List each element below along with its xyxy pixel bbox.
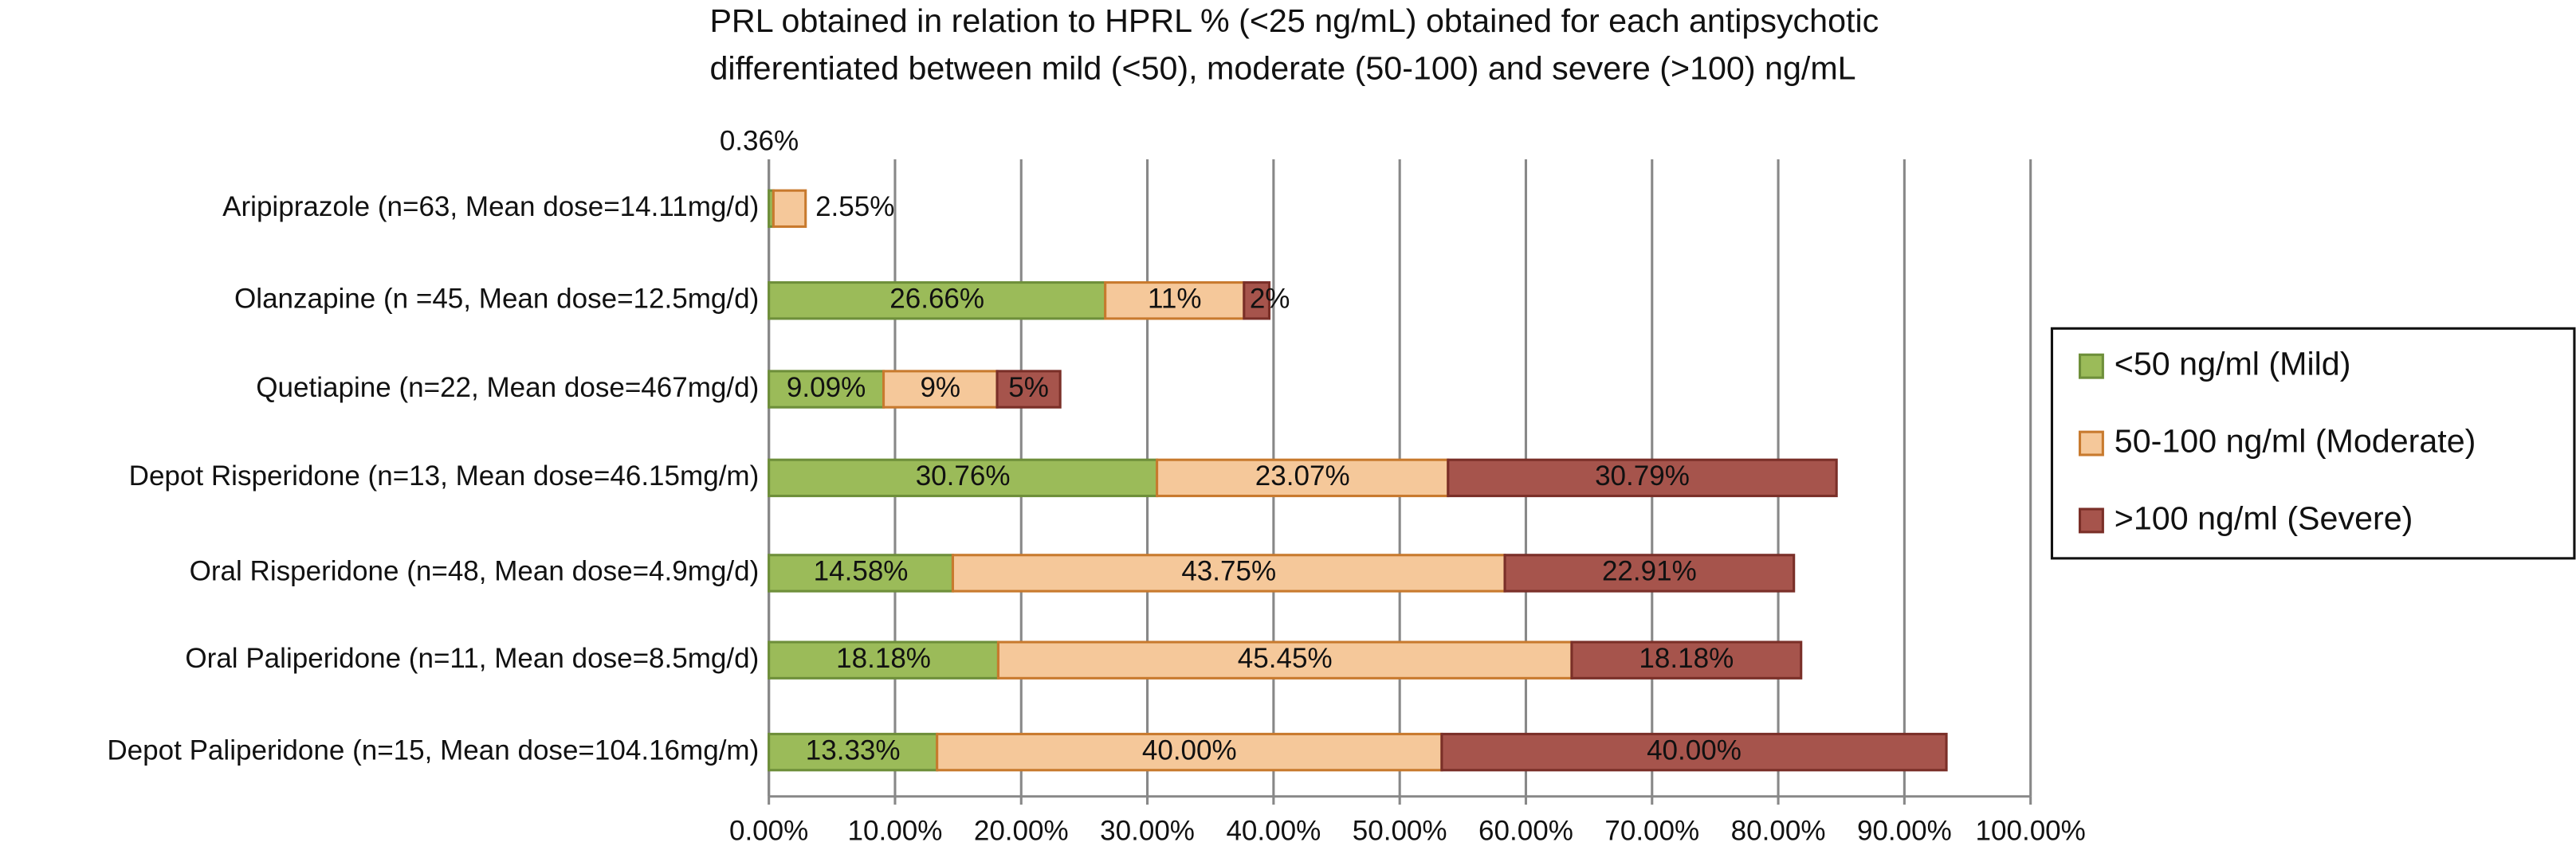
bar-segment bbox=[1243, 281, 1271, 320]
y-tick-label: Depot Paliperidone (n=15, Mean dose=104.… bbox=[107, 734, 759, 766]
bar-segment bbox=[772, 189, 807, 229]
x-tick-label: 100.00% bbox=[1976, 815, 2086, 846]
data-label: 11% bbox=[1148, 284, 1202, 315]
x-tick-label: 70.00% bbox=[1604, 815, 1699, 846]
data-label: 9% bbox=[920, 372, 960, 403]
bar-segment bbox=[995, 370, 1062, 409]
data-label: 18.18% bbox=[1639, 643, 1734, 674]
data-label: 0.36% bbox=[720, 126, 799, 157]
bar-segment bbox=[1440, 732, 1948, 772]
x-tick-label: 50.00% bbox=[1353, 815, 1447, 846]
data-label: 45.45% bbox=[1238, 643, 1333, 674]
x-tick-label: 80.00% bbox=[1731, 815, 1826, 846]
legend-label: 50-100 ng/ml (Moderate) bbox=[2115, 422, 2476, 459]
bar-segment bbox=[1570, 640, 1803, 680]
bar-segment bbox=[768, 458, 1159, 498]
x-tick-label: 60.00% bbox=[1478, 815, 1573, 846]
data-label: 2% bbox=[1250, 284, 1290, 315]
legend-swatch bbox=[2078, 507, 2104, 534]
data-label: 30.76% bbox=[916, 460, 1011, 492]
y-tick-label: Aripiprazole (n=63, Mean dose=14.11mg/d) bbox=[222, 191, 759, 222]
x-tick-label: 40.00% bbox=[1226, 815, 1321, 846]
bar-segment bbox=[768, 732, 939, 772]
data-label: 40.00% bbox=[1647, 734, 1742, 766]
x-tick-label: 90.00% bbox=[1857, 815, 1952, 846]
data-label: 9.09% bbox=[787, 372, 866, 403]
data-label: 30.79% bbox=[1595, 460, 1690, 492]
bar-segment bbox=[768, 370, 886, 409]
data-label: 23.07% bbox=[1255, 460, 1350, 492]
y-tick-label: Oral Paliperidone (n=11, Mean dose=8.5mg… bbox=[185, 643, 759, 674]
data-label: 5% bbox=[1008, 372, 1049, 403]
data-label: 18.18% bbox=[836, 643, 931, 674]
y-tick-label: Depot Risperidone (n=13, Mean dose=46.15… bbox=[129, 460, 760, 492]
data-label: 13.33% bbox=[806, 734, 901, 766]
bar-segment bbox=[1447, 458, 1838, 498]
legend-swatch bbox=[2078, 353, 2104, 379]
x-tick-label: 0.00% bbox=[729, 815, 808, 846]
data-label: 26.66% bbox=[889, 284, 984, 315]
y-tick-label: Quetiapine (n=22, Mean dose=467mg/d) bbox=[256, 372, 759, 403]
data-label: 2.55% bbox=[815, 191, 894, 222]
bar-segment bbox=[768, 640, 999, 680]
chart-title: PRL obtained in relation to HPRL % (<25 … bbox=[709, 2, 1879, 39]
legend-label: >100 ng/ml (Severe) bbox=[2115, 499, 2413, 536]
x-tick-label: 20.00% bbox=[974, 815, 1069, 846]
legend-swatch bbox=[2078, 430, 2104, 456]
y-tick-label: Oral Risperidone (n=48, Mean dose=4.9mg/… bbox=[190, 556, 760, 587]
data-label: 43.75% bbox=[1181, 556, 1276, 587]
data-label: 14.58% bbox=[814, 556, 909, 587]
legend-frame bbox=[2050, 327, 2576, 560]
legend-label: <50 ng/ml (Mild) bbox=[2115, 346, 2351, 382]
x-tick-label: 30.00% bbox=[1100, 815, 1195, 846]
data-label: 40.00% bbox=[1142, 734, 1237, 766]
x-tick-label: 10.00% bbox=[848, 815, 943, 846]
data-label: 22.91% bbox=[1602, 556, 1697, 587]
chart-title: differentiated between mild (<50), moder… bbox=[709, 50, 1855, 87]
y-tick-label: Olanzapine (n =45, Mean dose=12.5mg/d) bbox=[234, 284, 759, 315]
bar-segment bbox=[882, 370, 999, 409]
bar-segment bbox=[1503, 554, 1796, 593]
